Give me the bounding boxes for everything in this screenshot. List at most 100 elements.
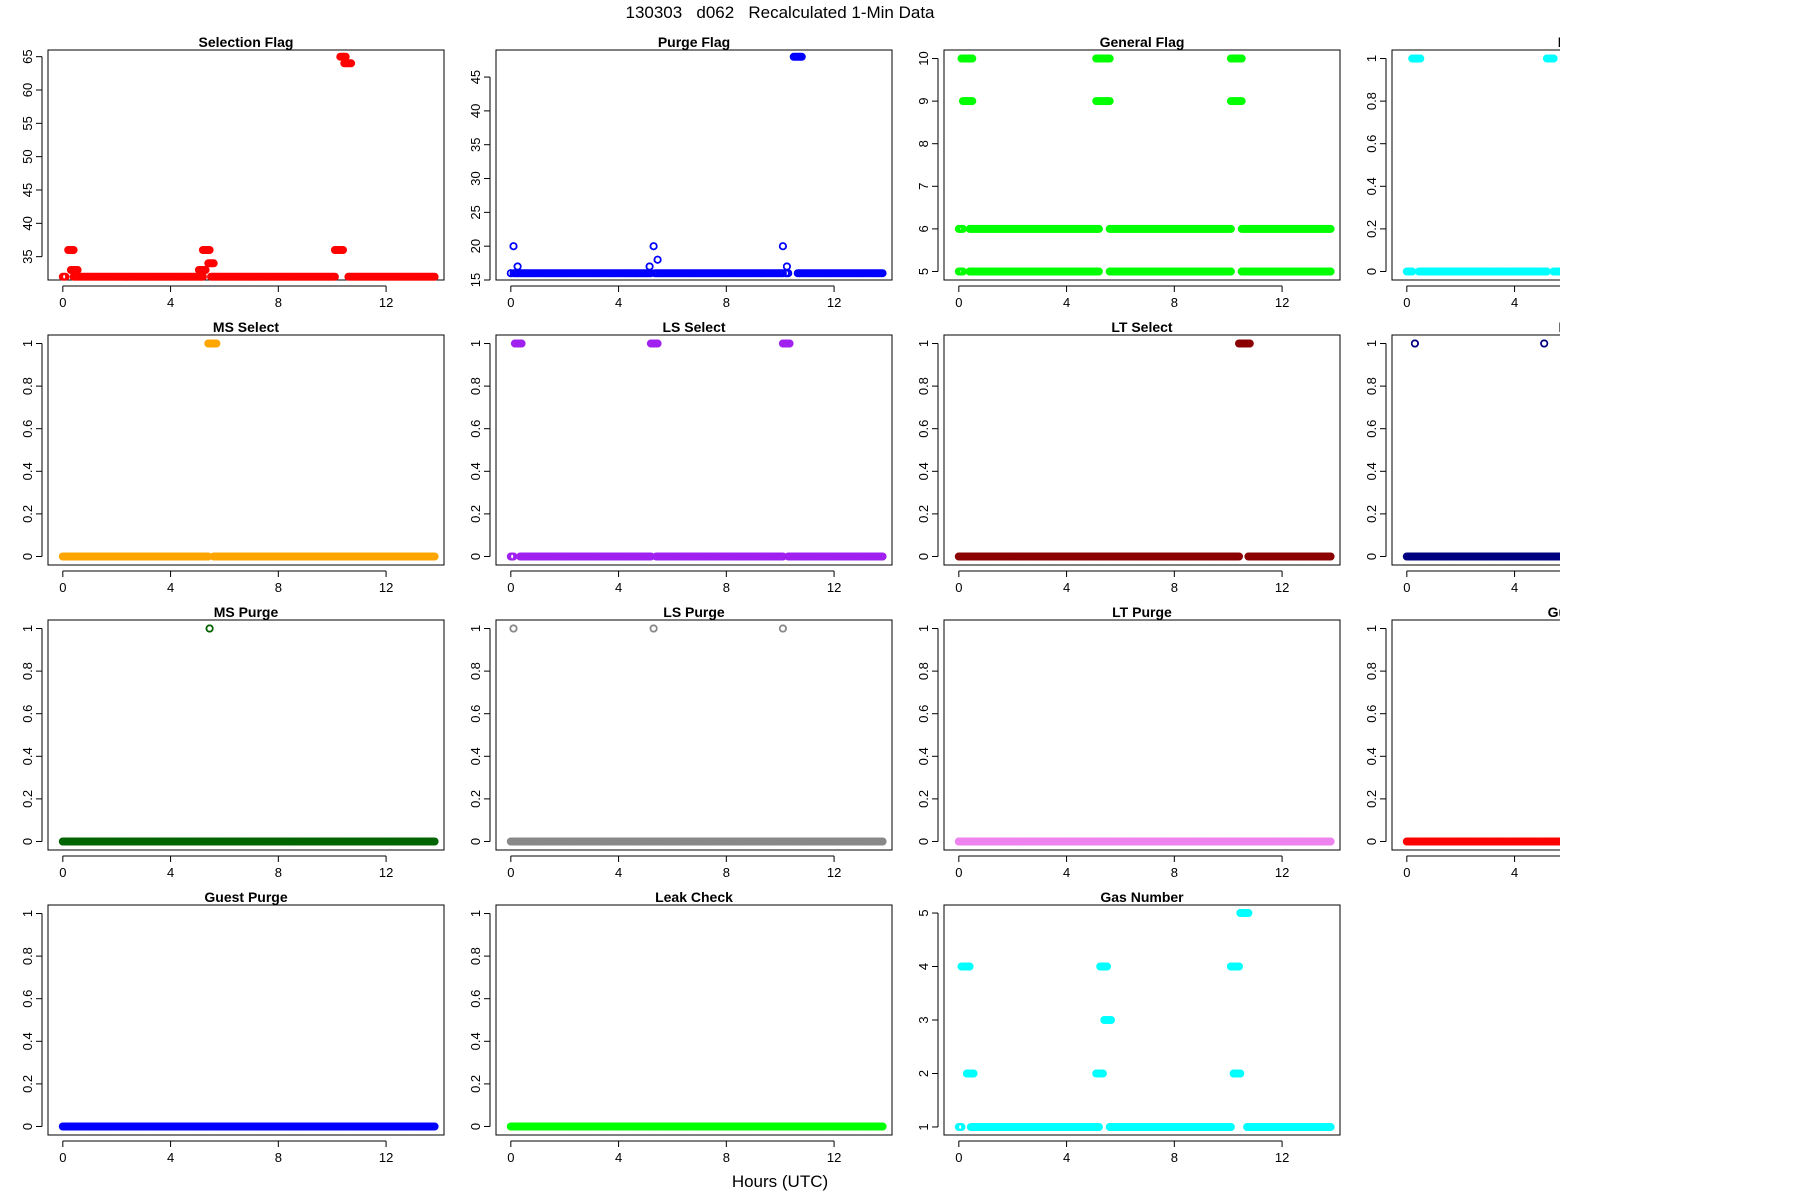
y-tick-label: 0 xyxy=(20,838,35,845)
data-point xyxy=(1237,54,1246,63)
data-point xyxy=(778,624,787,633)
series-points xyxy=(954,339,1335,561)
panel-5: MS Select 0 4 8 12 0 0.2 0.4 0.6 0.8 1 xyxy=(20,319,445,595)
panel-11: LT Purge 0 4 8 12 0 0.2 0.4 0.6 0.8 1 xyxy=(916,604,1341,880)
data-point xyxy=(878,269,887,278)
data-point xyxy=(653,255,662,264)
x-tick-label: 0 xyxy=(59,580,66,595)
data-point xyxy=(1237,97,1246,106)
data-point xyxy=(969,1069,978,1078)
y-tick-label: 0 xyxy=(1364,838,1379,845)
data-point xyxy=(1556,552,1560,561)
data-point xyxy=(61,272,70,281)
data-point xyxy=(785,339,794,348)
x-tick-label: 0 xyxy=(59,295,66,310)
panel-title: LS Purge xyxy=(663,604,725,620)
x-tick-label: 4 xyxy=(167,295,174,310)
y-tick-label: 35 xyxy=(20,249,35,263)
y-tick-label: 0 xyxy=(468,1123,483,1130)
panel-title: HS Select xyxy=(1558,34,1560,50)
x-tick-label: 0 xyxy=(507,580,514,595)
data-point xyxy=(1326,552,1335,561)
data-point xyxy=(1326,1123,1335,1132)
x-tick-label: 8 xyxy=(1171,865,1178,880)
data-point xyxy=(209,259,218,268)
y-tick-label: 0.8 xyxy=(20,947,35,965)
panel-title: LT Select xyxy=(1111,319,1173,335)
series-points xyxy=(58,52,439,281)
y-tick-label: 0.6 xyxy=(1364,420,1379,438)
panel-9: MS Purge 0 4 8 12 0 0.2 0.4 0.6 0.8 1 xyxy=(20,604,445,880)
plot-frame xyxy=(47,49,445,281)
data-point xyxy=(1226,267,1235,276)
data-point xyxy=(1556,267,1560,276)
series-points xyxy=(1402,339,1560,561)
data-point xyxy=(784,269,793,278)
data-point xyxy=(1540,339,1549,348)
panel-title: HS Purge xyxy=(1558,319,1560,335)
x-tick-label: 0 xyxy=(507,865,514,880)
panel-title: MS Purge xyxy=(214,604,279,620)
panel-title: Purge Flag xyxy=(658,34,730,50)
x-tick-label: 4 xyxy=(1511,580,1518,595)
y-tick-label: 0.2 xyxy=(1364,505,1379,523)
data-point xyxy=(1326,267,1335,276)
data-point xyxy=(645,262,654,271)
x-tick-label: 0 xyxy=(955,295,962,310)
x-tick-label: 12 xyxy=(827,295,841,310)
x-tick-label: 4 xyxy=(1063,1150,1070,1165)
y-tick-label: 0.6 xyxy=(20,705,35,723)
x-tick-label: 0 xyxy=(955,865,962,880)
data-point xyxy=(878,837,887,846)
panel-13: Guest Purge 0 4 8 12 0 0.2 0.4 0.6 0.8 1 xyxy=(20,889,445,1165)
y-tick-label: 0.8 xyxy=(468,377,483,395)
y-tick-label: 0.2 xyxy=(20,790,35,808)
data-point xyxy=(878,552,887,561)
data-point xyxy=(1326,224,1335,233)
data-point xyxy=(1098,1069,1107,1078)
data-point xyxy=(1557,552,1560,561)
series-points xyxy=(58,624,439,846)
data-point xyxy=(509,624,518,633)
data-point xyxy=(212,339,221,348)
panel-3: General Flag 0 4 8 12 5 6 7 8 9 10 xyxy=(916,34,1341,310)
y-tick-label: 0.8 xyxy=(1364,662,1379,680)
x-tick-label: 4 xyxy=(167,1150,174,1165)
y-tick-label: 0.2 xyxy=(468,1075,483,1093)
x-tick-label: 0 xyxy=(1403,580,1410,595)
x-tick-label: 8 xyxy=(723,1150,730,1165)
y-tick-label: 25 xyxy=(468,205,483,219)
x-tick-label: 12 xyxy=(1275,580,1289,595)
data-point xyxy=(1557,837,1560,846)
data-point xyxy=(1094,224,1103,233)
data-point xyxy=(430,272,439,281)
x-tick-label: 4 xyxy=(615,1150,622,1165)
panel-title: Leak Check xyxy=(655,889,733,905)
x-tick-label: 4 xyxy=(1063,580,1070,595)
plot-frame xyxy=(943,49,1341,281)
y-tick-label: 1 xyxy=(916,340,931,347)
y-tick-label: 0.8 xyxy=(468,947,483,965)
panel-14: Leak Check 0 4 8 12 0 0.2 0.4 0.6 0.8 1 xyxy=(468,889,893,1165)
x-tick-label: 8 xyxy=(723,295,730,310)
x-tick-label: 12 xyxy=(1275,295,1289,310)
y-tick-label: 0.4 xyxy=(20,462,35,480)
y-tick-label: 1 xyxy=(20,625,35,632)
y-tick-label: 0 xyxy=(20,1123,35,1130)
x-tick-label: 12 xyxy=(379,295,393,310)
x-tick-label: 8 xyxy=(275,295,282,310)
series-points xyxy=(58,1122,439,1131)
data-point xyxy=(797,52,806,61)
y-tick-label: 0.8 xyxy=(916,662,931,680)
data-point xyxy=(778,242,787,251)
data-point xyxy=(1235,552,1244,561)
x-tick-label: 0 xyxy=(507,1150,514,1165)
data-point xyxy=(878,1122,887,1131)
x-tick-label: 0 xyxy=(955,580,962,595)
y-tick-label: 35 xyxy=(468,137,483,151)
panel-7: LT Select 0 4 8 12 0 0.2 0.4 0.6 0.8 1 xyxy=(916,319,1341,595)
data-point xyxy=(430,1122,439,1131)
panel-2: Purge Flag 0 4 8 12 15 20 25 30 35 40 45 xyxy=(468,34,893,310)
y-tick-label: 8 xyxy=(916,140,931,147)
